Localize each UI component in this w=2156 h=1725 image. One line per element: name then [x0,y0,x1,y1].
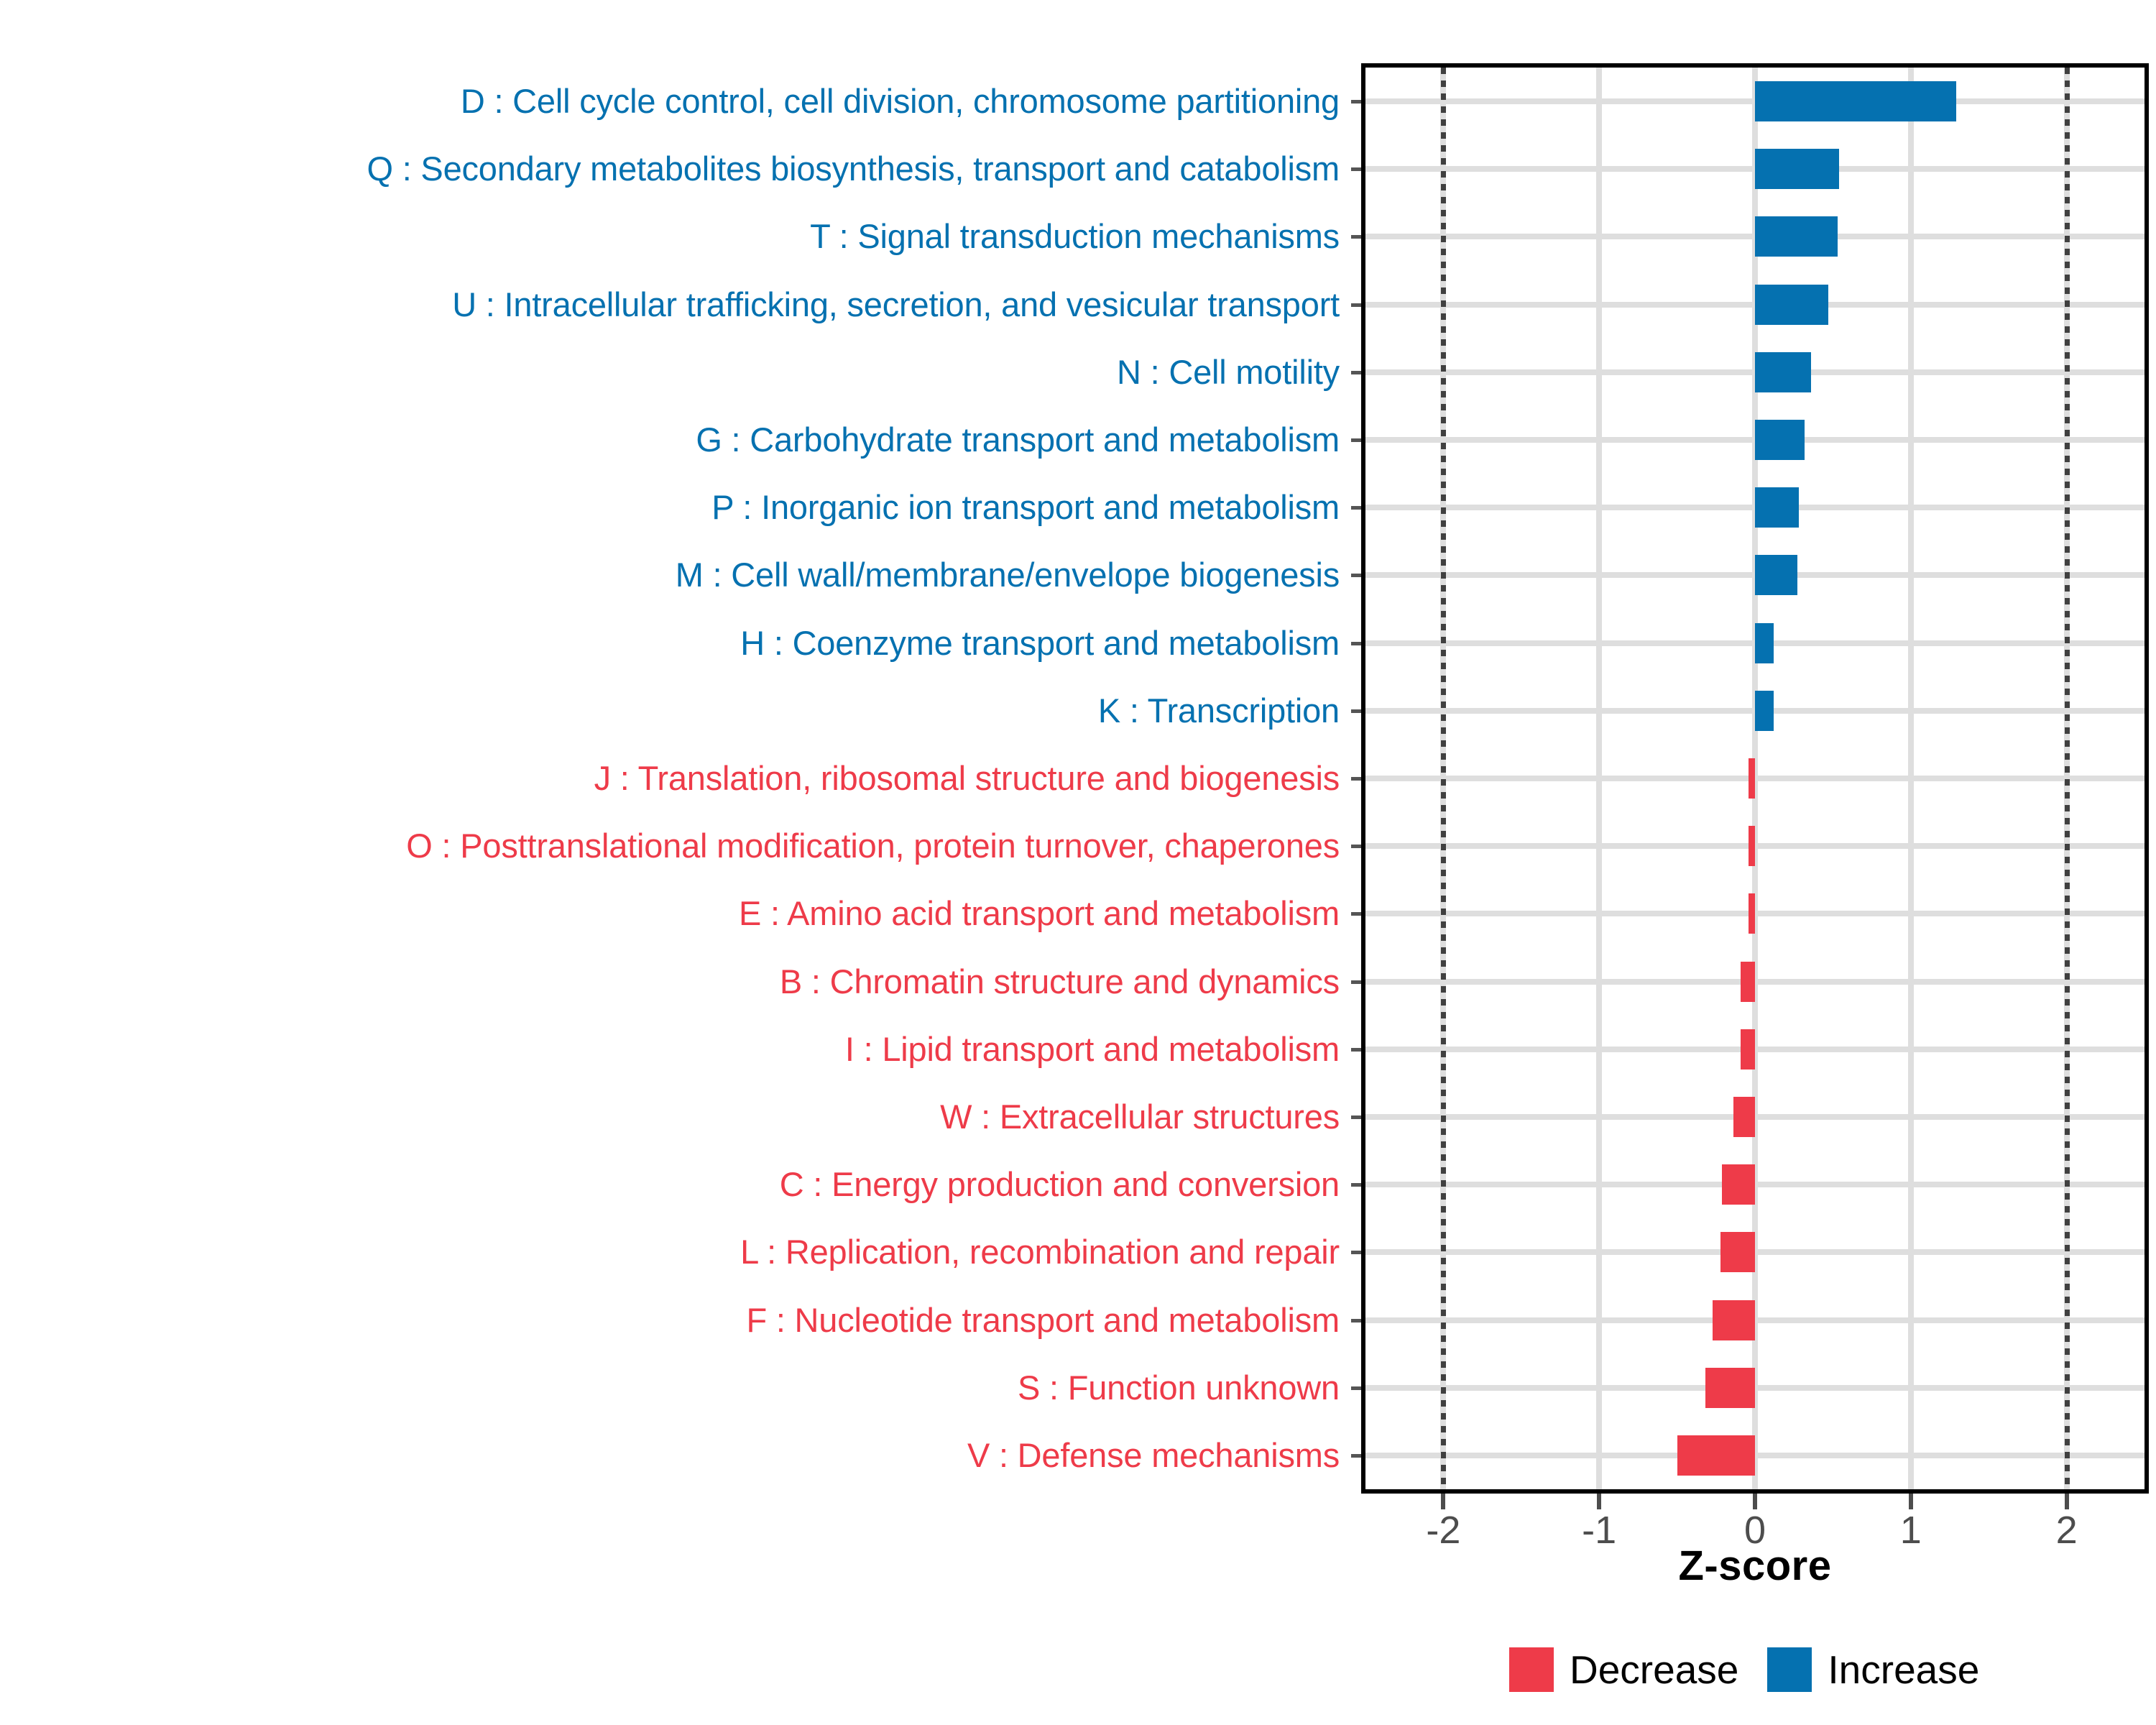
bar[interactable] [1677,1435,1755,1476]
bar[interactable] [1755,420,1805,461]
y-axis-tick [1351,100,1361,104]
horizontal-gridline [1365,843,2145,850]
category-label: T : Signal transduction mechanisms [810,217,1340,256]
horizontal-gridline [1365,1249,2145,1256]
y-axis-tick [1351,845,1361,849]
category-label: I : Lipid transport and metabolism [844,1029,1340,1068]
x-axis-tick [1441,1494,1446,1509]
bar[interactable] [1720,1232,1755,1273]
category-label: E : Amino acid transport and metabolism [739,894,1340,933]
y-axis-tick [1351,438,1361,443]
x-axis-tick [1753,1494,1757,1509]
category-label: O : Posttranslational modification, prot… [406,827,1340,865]
legend-swatch [1767,1647,1812,1692]
legend-item[interactable]: Increase [1767,1647,1979,1692]
plot-panel [1361,63,2149,1494]
category-label: F : Nucleotide transport and metabolism [746,1300,1340,1339]
horizontal-gridline [1365,1046,2145,1052]
category-label: Q : Secondary metabolites biosynthesis, … [367,150,1340,188]
y-axis-tick [1351,1453,1361,1458]
category-label: H : Coenzyme transport and metabolism [740,623,1340,662]
category-label: S : Function unknown [1018,1368,1340,1407]
category-label: V : Defense mechanisms [967,1435,1340,1474]
y-axis-tick [1351,1047,1361,1052]
category-label: G : Carbohydrate transport and metabolis… [696,420,1340,459]
bar[interactable] [1741,1029,1755,1070]
x-axis-title: Z-score [1678,1542,1832,1589]
horizontal-gridline [1365,1452,2145,1458]
y-axis-tick [1351,1183,1361,1187]
y-axis-tick [1351,574,1361,578]
bar[interactable] [1733,1096,1755,1137]
y-axis-tick [1351,980,1361,984]
y-axis-tick [1351,370,1361,374]
bar[interactable] [1713,1300,1755,1340]
bar[interactable] [1755,284,1828,325]
legend-swatch [1509,1647,1554,1692]
x-axis-tick-label: -1 [1582,1509,1617,1552]
bar[interactable] [1741,961,1755,1002]
y-axis-tick [1351,912,1361,916]
x-axis-tick-label: -2 [1426,1509,1461,1552]
bar[interactable] [1749,826,1755,867]
x-axis-tick-label: 0 [1743,1509,1766,1552]
category-label: U : Intracellular trafficking, secretion… [452,285,1340,323]
reference-line [1441,68,1447,1489]
bar[interactable] [1705,1367,1755,1408]
category-label: K : Transcription [1097,691,1340,730]
category-label: L : Replication, recombination and repai… [740,1233,1340,1271]
legend-label: Increase [1828,1647,1980,1692]
reference-line [2064,68,2070,1489]
y-axis-tick [1351,303,1361,307]
y-axis-tick [1351,641,1361,645]
category-label: P : Inorganic ion transport and metaboli… [711,488,1340,527]
bar[interactable] [1749,893,1755,934]
category-label: W : Extracellular structures [940,1097,1340,1136]
legend: Decrease Increase [1509,1637,2008,1702]
x-axis-tick [1908,1494,1913,1509]
horizontal-gridline [1365,776,2145,781]
horizontal-gridline [1365,1182,2145,1188]
bar[interactable] [1749,758,1755,799]
category-label: M : Cell wall/membrane/envelope biogenes… [675,556,1340,594]
y-axis-tick [1351,1251,1361,1255]
x-axis-tick-label: 1 [1899,1509,1922,1552]
legend-label: Decrease [1570,1647,1739,1692]
bar[interactable] [1755,622,1774,663]
x-axis-tick-label: 2 [2055,1509,2078,1552]
category-label: B : Chromatin structure and dynamics [779,962,1340,1000]
y-axis-tick [1351,235,1361,239]
y-axis-tick [1351,1386,1361,1390]
bar[interactable] [1755,555,1797,596]
category-axis-labels: D : Cell cycle control, cell division, c… [0,63,1361,1494]
bar[interactable] [1755,690,1774,731]
horizontal-gridline [1365,911,2145,917]
horizontal-gridline [1365,1113,2145,1120]
category-label: D : Cell cycle control, cell division, c… [460,82,1340,121]
bar[interactable] [1722,1164,1755,1205]
y-axis-tick [1351,506,1361,510]
plot-area [1365,68,2145,1489]
horizontal-gridline [1365,978,2145,985]
legend-item[interactable]: Decrease [1509,1647,1738,1692]
y-axis-tick [1351,1115,1361,1119]
y-axis-tick [1351,1318,1361,1322]
horizontal-gridline [1365,1317,2145,1323]
bar[interactable] [1755,81,1956,122]
x-axis: -2 -1 0 1 2 [1361,1494,2149,1587]
horizontal-gridline [1365,1384,2145,1391]
y-axis-tick [1351,709,1361,713]
x-axis-tick [1597,1494,1602,1509]
bar[interactable] [1755,216,1838,257]
category-label: C : Energy production and conversion [779,1165,1340,1204]
bar[interactable] [1755,351,1812,392]
bar[interactable] [1755,149,1840,190]
category-label: N : Cell motility [1117,352,1340,391]
bar[interactable] [1755,487,1799,528]
x-axis-tick [2064,1494,2069,1509]
y-axis-tick [1351,167,1361,172]
y-axis-tick [1351,777,1361,781]
category-label: J : Translation, ribosomal structure and… [594,759,1340,797]
